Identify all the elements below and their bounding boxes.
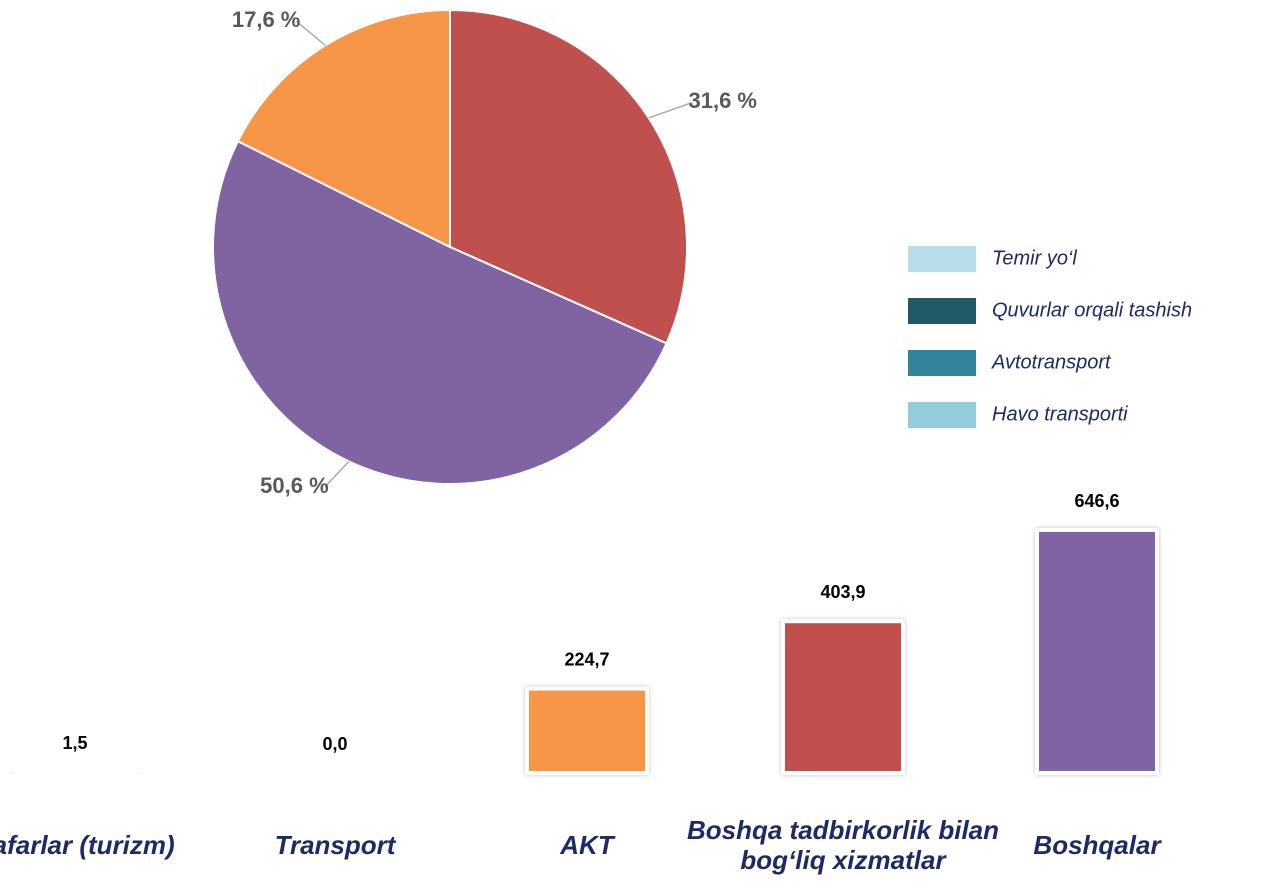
data-label: 50,6 % (260, 473, 329, 498)
legend-label: Quvurlar orqali tashish (992, 299, 1193, 322)
legend-label: Havo transporti (992, 403, 1128, 426)
x-tick-label: Boshqa tadbirkorlik bilan bog‘liq xizmat… (686, 815, 1000, 875)
data-label: 224,7 (564, 649, 609, 669)
legend-label: Temir yo‘l (992, 247, 1077, 270)
data-label: 1,5 (62, 733, 87, 753)
x-tick-label: Boshqalar (1033, 830, 1161, 860)
legend-label: Avtotransport (992, 351, 1111, 374)
data-label: 403,9 (820, 582, 865, 602)
leader-line (324, 460, 350, 488)
x-tick-label: Safarlar (turizm) (0, 830, 175, 860)
pie-slice (449, 8, 688, 345)
leader-line (648, 101, 693, 119)
pie-slice (236, 8, 451, 249)
legend-swatch (908, 350, 976, 376)
data-label: 17,6 % (232, 7, 301, 32)
legend-swatch (908, 246, 976, 272)
data-label: 0,0 (322, 734, 347, 754)
data-label: 31,6 % (689, 88, 758, 113)
x-tick-label: AKT (560, 830, 614, 860)
data-label: 646,6 (1074, 491, 1119, 511)
legend-swatch (908, 402, 976, 428)
bar (1035, 528, 1159, 775)
bar (781, 619, 905, 775)
legend-swatch (908, 298, 976, 324)
pie-slice (212, 139, 668, 485)
bar (525, 686, 649, 775)
bar (13, 770, 137, 775)
leader-line (295, 20, 326, 47)
x-tick-label: Transport (274, 830, 396, 860)
